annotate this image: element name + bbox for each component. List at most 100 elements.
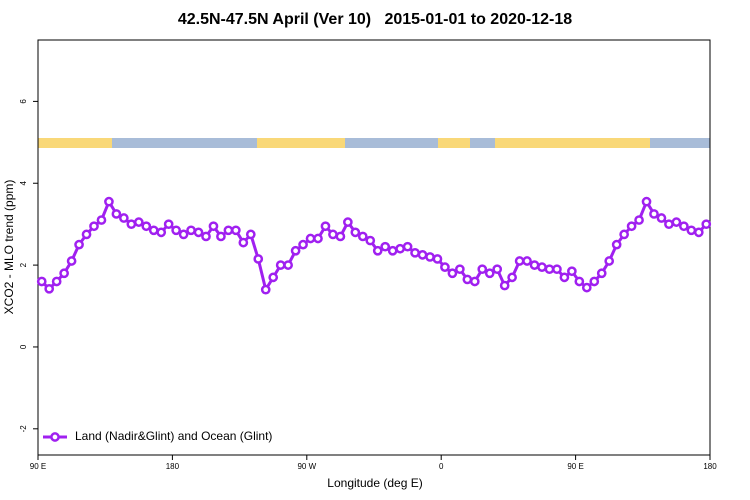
- data-point: [611, 239, 622, 250]
- data-point: [544, 264, 555, 275]
- data-point: [567, 266, 577, 277]
- x-tick-label: 180: [166, 462, 180, 471]
- data-point: [238, 237, 249, 248]
- data-point: [395, 243, 405, 254]
- data-point: [686, 225, 697, 236]
- data-point: [649, 209, 659, 219]
- x-tick-label: 180: [703, 462, 717, 471]
- data-point: [201, 231, 211, 242]
- data-point: [186, 225, 196, 236]
- data-point: [260, 284, 271, 295]
- data-point: [581, 282, 592, 293]
- data-point: [350, 227, 361, 238]
- data-point: [320, 221, 331, 232]
- data-point: [641, 196, 652, 207]
- data-point: [290, 245, 301, 256]
- data-point: [656, 213, 667, 223]
- data-point: [365, 235, 376, 246]
- data-point: [313, 233, 323, 244]
- data-point: [36, 276, 47, 287]
- x-tick-label: 90 E: [30, 462, 46, 471]
- y-tick-label: 4: [19, 180, 28, 185]
- data-point: [216, 231, 226, 242]
- data-point: [447, 268, 458, 279]
- data-point: [417, 250, 428, 260]
- y-tick-label: -2: [19, 425, 28, 433]
- data-point: [223, 225, 234, 236]
- data-point: [469, 276, 480, 287]
- data-point: [507, 272, 517, 283]
- x-tick-label: 90 W: [297, 462, 316, 471]
- data-point: [283, 260, 293, 270]
- plot-frame: [37, 39, 711, 456]
- ocean-band: [345, 138, 438, 148]
- y-tick-label: 2: [19, 262, 28, 267]
- x-tick-label: 0: [439, 462, 444, 471]
- land-band: [38, 138, 112, 148]
- data-point: [193, 227, 204, 238]
- data-point: [664, 219, 674, 230]
- data-point: [380, 241, 391, 252]
- y-tick-label: 0: [19, 344, 28, 349]
- data-point: [589, 276, 600, 287]
- data-point: [410, 247, 420, 258]
- data-point: [671, 217, 682, 227]
- data-point: [701, 219, 712, 230]
- data-point: [679, 221, 689, 232]
- data-point: [492, 264, 503, 275]
- data-point: [537, 262, 547, 272]
- data-point: [387, 245, 398, 256]
- data-point: [402, 241, 413, 252]
- data-point: [596, 268, 607, 279]
- y-axis-label: XCO2 - MLO trend (ppm): [2, 180, 16, 315]
- data-point: [357, 231, 368, 242]
- data-point: [59, 268, 69, 279]
- data-point: [89, 221, 99, 232]
- data-point: [343, 217, 353, 227]
- data-point: [522, 256, 532, 266]
- ocean-band: [470, 138, 495, 148]
- data-point: [178, 229, 189, 240]
- data-point: [529, 260, 540, 270]
- data-point: [604, 256, 615, 266]
- x-tick-label: 90 E: [567, 462, 583, 471]
- legend-label: Land (Nadir&Glint) and Ocean (Glint): [75, 429, 272, 443]
- data-point: [693, 227, 704, 238]
- data-point: [111, 209, 122, 219]
- data-point: [305, 233, 316, 244]
- data-point: [133, 217, 144, 227]
- data-point: [455, 264, 465, 275]
- data-point: [619, 229, 629, 240]
- data-point: [559, 272, 570, 283]
- data-point: [335, 231, 346, 242]
- data-point: [66, 256, 77, 266]
- land-band: [438, 138, 470, 148]
- data-point: [634, 215, 644, 225]
- data-point: [425, 252, 435, 262]
- data-point: [156, 227, 167, 238]
- data-point: [96, 215, 107, 225]
- data-point: [477, 264, 488, 275]
- data-point: [514, 256, 525, 266]
- data-point: [74, 239, 84, 250]
- data-point: [484, 268, 495, 279]
- legend-swatch-marker: [50, 432, 60, 442]
- data-point: [298, 239, 308, 250]
- data-point: [163, 219, 174, 230]
- data-point: [574, 276, 585, 287]
- data-point: [81, 229, 92, 240]
- land-band: [257, 138, 345, 148]
- data-point: [253, 254, 264, 264]
- data-point: [148, 225, 159, 236]
- land-band: [495, 138, 650, 148]
- data-point: [462, 274, 473, 285]
- data-point: [44, 283, 55, 294]
- data-point: [245, 229, 256, 240]
- chart-title: 42.5N-47.5N April (Ver 10) 2015-01-01 to…: [178, 11, 572, 28]
- series-line: [40, 198, 708, 294]
- data-point: [552, 264, 562, 275]
- x-axis-label: Longitude (deg E): [327, 476, 422, 490]
- data-point: [231, 225, 241, 236]
- data-point: [208, 221, 219, 232]
